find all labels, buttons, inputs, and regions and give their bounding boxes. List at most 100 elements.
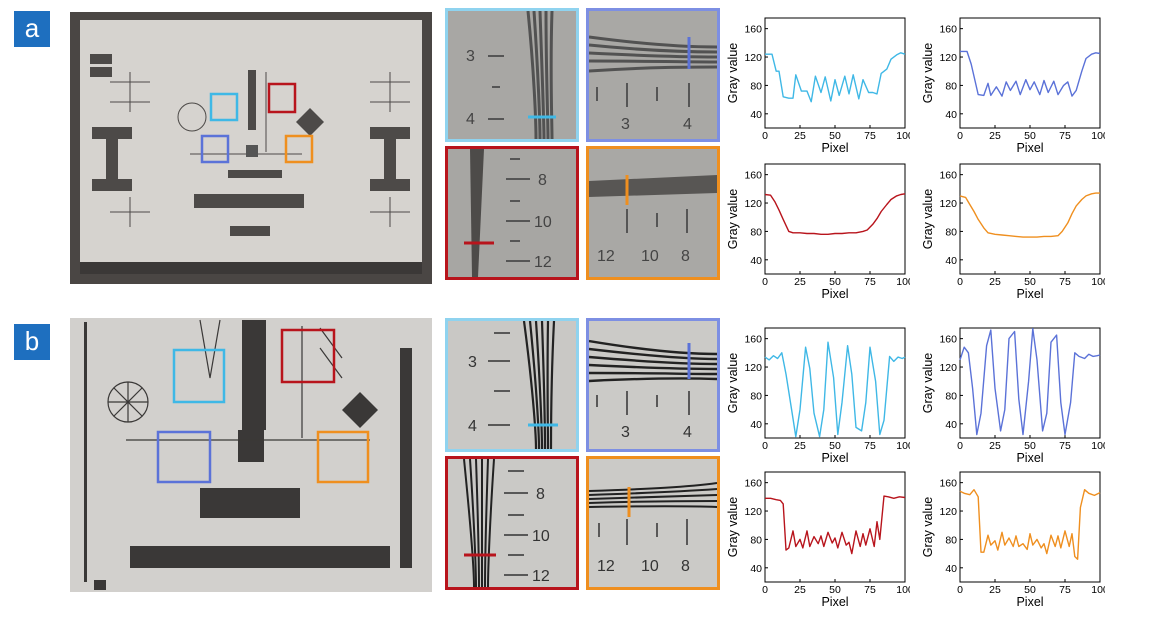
y-axis-label: Gray value (726, 189, 740, 249)
zoom-a-orange: 12 10 8 (586, 146, 720, 280)
zoom-a-red-tick-8: 8 (538, 172, 547, 189)
plot-a-red: 0 25 50 75 100 40 80 120 160 Pixel Gray value (725, 156, 914, 301)
zoom-a-orange-tick-10: 10 (641, 248, 659, 265)
plot-b-cyan: 0 25 50 75 100 40 80 120 160 Pixel Gray value (725, 320, 914, 465)
zoom-a-cyan-tick-4: 4 (466, 111, 475, 128)
zoom-a-red-tick-12: 12 (534, 254, 552, 271)
gray-value-profile-line (764, 193, 906, 236)
zoom-b-red-drawing: 8 10 12 (463, 459, 550, 587)
zoom-a-red-drawing: 8 10 12 (464, 149, 552, 277)
zoom-b-orange-drawing: 12 10 8 (589, 482, 717, 575)
zoom-b-blue-drawing: 3 4 (589, 339, 717, 441)
panel-b-label: b (14, 324, 50, 360)
gray-value-profile-line (959, 327, 1101, 436)
zoom-b-red: 8 10 12 (445, 456, 579, 590)
y-tick-label: 120 (744, 52, 762, 64)
y-tick-label: 160 (939, 170, 957, 182)
x-axis-label: Pixel (1016, 595, 1043, 609)
y-tick-label: 120 (939, 506, 957, 518)
x-axis-label: Pixel (821, 287, 848, 301)
y-tick-label: 80 (750, 226, 762, 238)
gray-value-profile-line (765, 52, 906, 103)
x-tick-label: 25 (989, 276, 1001, 288)
zoom-b-orange-tick-12: 12 (597, 558, 615, 575)
x-tick-label: 75 (864, 440, 876, 452)
zoom-a-red: 8 10 12 (445, 146, 579, 280)
gray-value-profile-line (764, 341, 906, 438)
plot-frame (959, 163, 1101, 275)
x-tick-label: 100 (1091, 276, 1105, 288)
y-tick-label: 80 (750, 390, 762, 402)
zoom-b-cyan-drawing: 3 4 (468, 321, 558, 449)
y-tick-label: 160 (939, 478, 957, 490)
y-tick-label: 160 (744, 478, 762, 490)
zoom-b-red-tick-8: 8 (536, 486, 545, 503)
y-tick-label: 80 (945, 390, 957, 402)
x-tick-label: 50 (1024, 130, 1036, 142)
x-tick-label: 50 (1024, 440, 1036, 452)
y-tick-label: 160 (939, 334, 957, 346)
x-tick-label: 100 (1091, 130, 1105, 142)
zoom-a-orange-drawing: 12 10 8 (589, 175, 717, 265)
y-axis-label: Gray value (726, 43, 740, 103)
plot-a-blue: 0 25 50 75 100 40 80 120 160 Pixel Gray value (920, 10, 1109, 155)
panel-a-label: a (14, 11, 50, 47)
x-tick-label: 25 (989, 584, 1001, 596)
x-tick-label: 50 (1024, 584, 1036, 596)
y-axis-label: Gray value (921, 43, 935, 103)
x-tick-label: 50 (829, 130, 841, 142)
plot-frame (764, 17, 906, 129)
x-tick-label: 0 (762, 130, 768, 142)
gray-value-profile-line (959, 192, 1100, 238)
y-tick-label: 80 (945, 80, 957, 92)
x-tick-label: 0 (762, 440, 768, 452)
zoom-b-cyan-tick-4: 4 (468, 418, 477, 435)
zoom-a-cyan: 3 4 (445, 8, 579, 142)
plot-b-blue: 0 25 50 75 100 40 80 120 160 Pixel Gray value (920, 320, 1109, 465)
plot-a-cyan: 0 25 50 75 100 40 80 120 160 Pixel Gray value (725, 10, 914, 155)
zoom-a-blue-tick-3: 3 (621, 116, 630, 133)
x-tick-label: 100 (896, 130, 910, 142)
x-tick-label: 0 (957, 130, 963, 142)
x-axis-label: Pixel (1016, 141, 1043, 155)
x-tick-label: 75 (864, 276, 876, 288)
x-tick-label: 25 (989, 440, 1001, 452)
zoom-b-blue: 3 4 (586, 318, 720, 452)
x-tick-label: 75 (1059, 440, 1071, 452)
y-tick-label: 120 (939, 362, 957, 374)
zoom-a-red-tick-10: 10 (534, 214, 552, 231)
x-tick-label: 0 (762, 276, 768, 288)
zoom-b-red-tick-10: 10 (532, 528, 550, 545)
y-tick-label: 80 (750, 534, 762, 546)
y-axis-label: Gray value (921, 497, 935, 557)
x-tick-label: 100 (1091, 584, 1105, 596)
chart-svg: 0 25 50 75 100 40 80 120 160 Pixel Gray value (726, 327, 914, 465)
x-axis-label: Pixel (1016, 287, 1043, 301)
y-tick-label: 120 (744, 198, 762, 210)
zoom-b-red-tick-12: 12 (532, 568, 550, 585)
x-tick-label: 50 (829, 440, 841, 452)
zoom-b-cyan-tick-3: 3 (468, 354, 477, 371)
y-axis-label: Gray value (921, 353, 935, 413)
plot-frame (959, 17, 1101, 129)
plot-frame (764, 471, 906, 583)
x-tick-label: 0 (957, 276, 963, 288)
zoom-a-blue-drawing: 3 4 (589, 35, 717, 133)
x-axis-label: Pixel (821, 595, 848, 609)
y-tick-label: 160 (744, 334, 762, 346)
y-tick-label: 40 (945, 109, 957, 121)
zoom-a-blue: 3 4 (586, 8, 720, 142)
y-tick-label: 40 (750, 109, 762, 121)
photo-a-drawing (70, 12, 432, 284)
y-tick-label: 80 (750, 80, 762, 92)
plot-b-red: 0 25 50 75 100 40 80 120 160 Pixel Gray value (725, 464, 914, 609)
y-tick-label: 40 (945, 563, 957, 575)
chart-svg: 0 25 50 75 100 40 80 120 160 Pixel Gray value (921, 327, 1109, 465)
chart-svg: 0 25 50 75 100 40 80 120 160 Pixel Gray value (921, 17, 1109, 155)
zoom-b-blue-tick-3: 3 (621, 424, 630, 441)
zoom-b-cyan: 3 4 (445, 318, 579, 452)
zoom-a-orange-tick-12: 12 (597, 248, 615, 265)
zoom-b-orange-tick-10: 10 (641, 558, 659, 575)
x-tick-label: 50 (829, 584, 841, 596)
y-axis-label: Gray value (726, 353, 740, 413)
